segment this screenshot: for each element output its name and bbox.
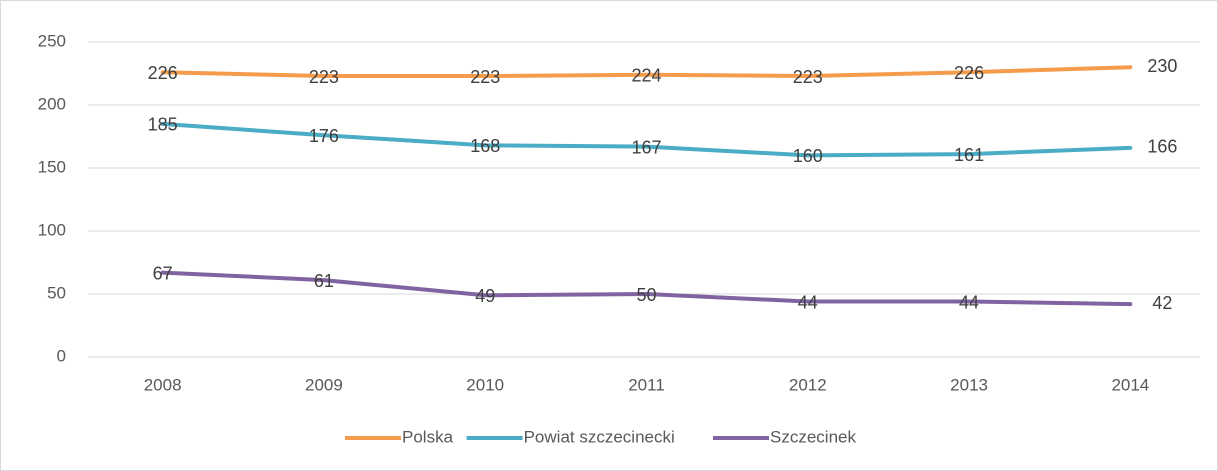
data-label: 230 <box>1147 56 1177 76</box>
data-label: 44 <box>959 292 979 312</box>
legend-label: Polska <box>402 427 454 446</box>
data-label: 44 <box>798 292 818 312</box>
series-line <box>160 65 1133 79</box>
x-tick-label: 2013 <box>950 375 988 394</box>
data-label: 223 <box>793 67 823 87</box>
series-line <box>160 121 1133 158</box>
data-label: 224 <box>631 66 661 86</box>
y-tick-label: 200 <box>38 94 66 113</box>
x-tick-label: 2011 <box>628 375 665 394</box>
x-tick-label: 2008 <box>144 375 182 394</box>
data-label: 67 <box>153 263 173 283</box>
data-label: 176 <box>309 126 339 146</box>
data-label: 161 <box>954 145 984 165</box>
data-label: 61 <box>314 271 334 291</box>
data-label: 166 <box>1147 137 1177 157</box>
data-label: 185 <box>148 115 178 135</box>
x-tick-label: 2009 <box>305 375 343 394</box>
data-label: 168 <box>470 136 500 156</box>
y-tick-label: 250 <box>38 31 66 50</box>
series-line <box>160 270 1133 307</box>
data-label: 226 <box>148 63 178 83</box>
data-label: 167 <box>631 137 661 157</box>
legend-label: Powiat szczecinecki <box>524 427 675 446</box>
x-tick-label: 2014 <box>1111 375 1149 394</box>
data-label: 50 <box>636 285 656 305</box>
data-label: 223 <box>309 67 339 87</box>
data-label: 223 <box>470 67 500 87</box>
data-label: 226 <box>954 63 984 83</box>
y-tick-label: 0 <box>57 346 66 365</box>
y-tick-label: 100 <box>38 220 66 239</box>
x-tick-label: 2010 <box>466 375 504 394</box>
data-label: 160 <box>793 146 823 166</box>
x-tick-label: 2012 <box>789 375 827 394</box>
y-tick-label: 50 <box>47 283 66 302</box>
legend-label: Szczecinek <box>770 427 856 446</box>
data-label: 42 <box>1152 293 1172 313</box>
y-tick-label: 150 <box>38 157 66 176</box>
data-label: 49 <box>475 286 495 306</box>
